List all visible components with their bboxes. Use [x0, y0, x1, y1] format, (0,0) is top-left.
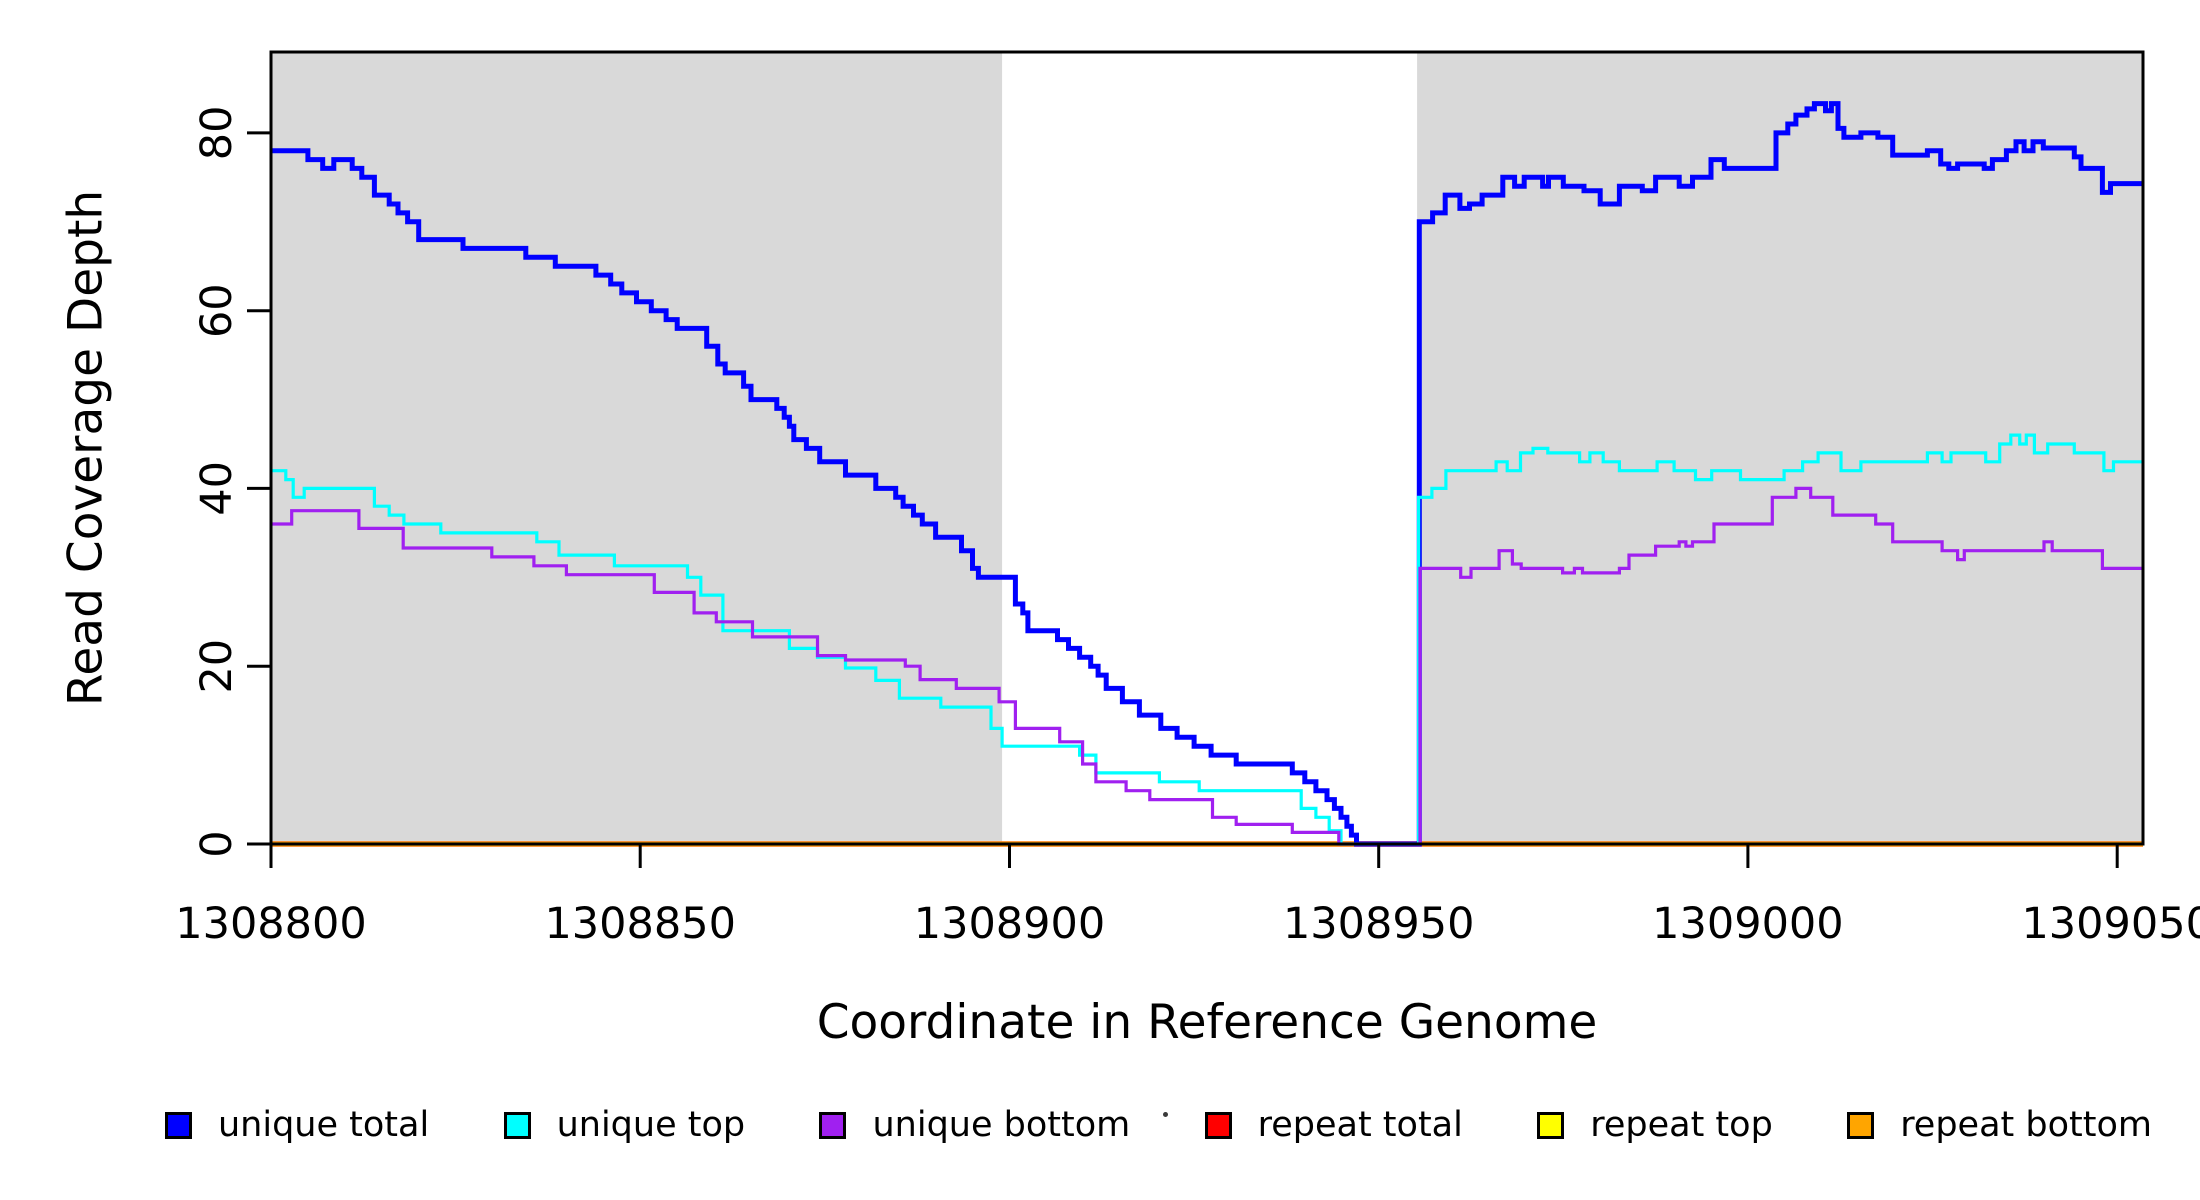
y-tick-labels: 0 20 40 60 80: [192, 106, 242, 858]
legend-label-unique-total: unique total: [218, 1105, 430, 1145]
stray-dot-artifact: [1163, 1112, 1168, 1117]
x-tick-label: 1309000: [1652, 899, 1844, 949]
y-axis: [247, 131, 271, 846]
legend-item-repeat-bottom: repeat bottom: [1847, 1105, 2152, 1145]
legend-item-repeat-top: repeat top: [1537, 1105, 1773, 1145]
y-tick-label: 80: [192, 106, 242, 161]
x-tick-label: 1308900: [914, 899, 1106, 949]
x-tick-label: 1308950: [1283, 899, 1475, 949]
legend: unique total unique top unique bottom repea…: [165, 1105, 2152, 1145]
y-axis-title: Read Coverage Depth: [58, 189, 114, 707]
x-tick-labels: 1308800 1308850 1308900 1308950 1309000 13090…: [175, 899, 2200, 949]
series-unique-top: [271, 433, 2143, 846]
y-tick-label: 60: [192, 283, 242, 338]
legend-swatch-unique-total: [165, 1111, 192, 1139]
legend-swatch-repeat-total: [1204, 1111, 1232, 1139]
legend-item-unique-total: unique total: [165, 1105, 429, 1145]
legend-label-repeat-top: repeat top: [1590, 1105, 1773, 1145]
legend-item-unique-top: unique top: [503, 1105, 746, 1145]
legend-swatch-unique-top: [503, 1111, 531, 1139]
y-tick-label: 20: [192, 639, 242, 694]
legend-item-unique-bottom: unique bottom: [819, 1105, 1130, 1145]
series-unique-total: [271, 101, 2143, 847]
legend-label-repeat-total: repeat total: [1257, 1105, 1463, 1145]
legend-label-unique-top: unique top: [556, 1105, 746, 1145]
x-axis: [269, 844, 2119, 868]
x-axis-title: Coordinate in Reference Genome: [816, 995, 1598, 1050]
x-tick-label: 1308800: [175, 899, 367, 949]
x-tick-label: 1308850: [544, 899, 736, 949]
legend-swatch-repeat-top: [1537, 1111, 1565, 1139]
y-tick-label: 0: [192, 830, 242, 857]
unique-region-left: [271, 52, 1003, 844]
series-unique-bottom: [271, 486, 2143, 846]
legend-swatch-unique-bottom: [819, 1111, 847, 1139]
legend-swatch-repeat-bottom: [1847, 1111, 1875, 1139]
legend-label-repeat-bottom: repeat bottom: [1900, 1105, 2152, 1145]
y-tick-label: 40: [192, 461, 242, 516]
x-tick-label: 1309050: [2021, 899, 2200, 949]
shaded-regions: [271, 52, 2143, 844]
legend-item-repeat-total: repeat total: [1204, 1105, 1463, 1145]
plot-border: [269, 50, 2145, 846]
legend-label-unique-bottom: unique bottom: [872, 1105, 1131, 1145]
